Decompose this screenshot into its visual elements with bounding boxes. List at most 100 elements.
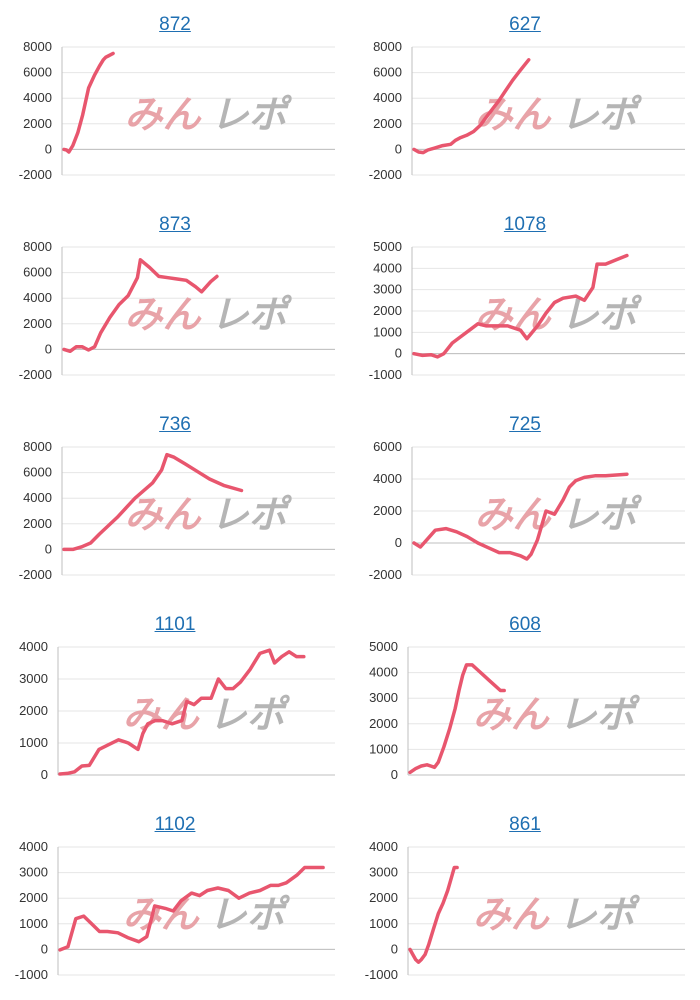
- chart-svg-6: 6000 4000 2000 0 -2000 みん レポ: [369, 439, 685, 582]
- y-tick-label: 0: [45, 141, 52, 156]
- y-tick-label: 2000: [19, 703, 48, 718]
- y-tick-label: 1000: [19, 916, 48, 931]
- y-tick-label: 2000: [373, 303, 402, 318]
- y-tick-label: 4000: [23, 490, 52, 505]
- chart-svg-3: 8000 6000 4000 2000 0 -2000 みん レポ: [19, 239, 335, 382]
- y-tick-label: -1000: [365, 967, 398, 982]
- chart-title-link[interactable]: 1102: [154, 814, 196, 835]
- chart-title-link[interactable]: 1101: [154, 614, 196, 635]
- svg-text:レポ: レポ: [211, 493, 293, 537]
- series-line: [408, 865, 459, 964]
- series-line: [62, 51, 115, 154]
- chart-panel-6: 6000 4000 2000 0 -2000 みん レポ 725: [350, 400, 700, 600]
- y-tick-label: 2000: [23, 316, 52, 331]
- chart-title-link[interactable]: 736: [159, 414, 191, 435]
- y-tick-label: 4000: [369, 665, 398, 680]
- y-tick-label: 4000: [19, 839, 48, 854]
- y-tick-label: 2000: [23, 116, 52, 131]
- watermark-logo: みん レポ: [473, 693, 641, 737]
- y-tick-label: 6000: [23, 465, 52, 480]
- chart-panel-7: 4000 3000 2000 1000 0 みん レポ 1101: [0, 600, 350, 800]
- watermark-logo: みん レポ: [123, 893, 291, 937]
- y-tick-label: 0: [45, 341, 52, 356]
- y-tick-label: 4000: [369, 839, 398, 854]
- chart-panel-10: 4000 3000 2000 1000 0 -1000 みん レポ 861: [350, 800, 700, 1000]
- y-tick-label: 0: [391, 941, 398, 956]
- y-tick-label: 2000: [23, 516, 52, 531]
- chart-title-link[interactable]: 725: [509, 414, 541, 435]
- chart-svg-2: 8000 6000 4000 2000 0 -2000 みん レポ: [369, 39, 685, 182]
- y-tick-label: 2000: [373, 116, 402, 131]
- y-tick-label: -2000: [369, 167, 402, 182]
- y-tick-label: -1000: [15, 967, 48, 982]
- watermark-logo: みん レポ: [475, 293, 643, 337]
- svg-text:みん: みん: [475, 293, 552, 337]
- chart-svg-5: 8000 6000 4000 2000 0 -2000 みん レポ: [19, 439, 335, 582]
- svg-text:みん: みん: [125, 93, 202, 137]
- chart-svg-8: 5000 4000 3000 2000 1000 0 みん レポ: [369, 639, 685, 782]
- chart-title-link[interactable]: 1078: [503, 214, 547, 235]
- watermark-logo: みん レポ: [475, 493, 643, 537]
- chart-panel-5: 8000 6000 4000 2000 0 -2000 みん レポ 736: [0, 400, 350, 600]
- watermark-logo: みん レポ: [473, 893, 641, 937]
- y-tick-label: 2000: [369, 890, 398, 905]
- chart-title-link[interactable]: 861: [509, 814, 541, 835]
- y-tick-label: 8000: [23, 39, 52, 54]
- chart-svg-4: 5000 4000 3000 2000 1000 0 -1000 みん レポ: [369, 239, 685, 382]
- y-tick-label: 0: [41, 767, 48, 782]
- chart-title-link[interactable]: 873: [159, 214, 191, 235]
- svg-text:レポ: レポ: [561, 93, 643, 137]
- svg-text:レポ: レポ: [561, 493, 643, 537]
- svg-text:レポ: レポ: [559, 693, 641, 737]
- y-tick-label: 3000: [369, 690, 398, 705]
- y-tick-label: -2000: [369, 567, 402, 582]
- series-line: [412, 472, 629, 561]
- series-line: [408, 663, 506, 775]
- chart-title-link[interactable]: 608: [509, 614, 541, 635]
- y-tick-label: 4000: [19, 639, 48, 654]
- y-tick-label: 8000: [23, 439, 52, 454]
- y-tick-label: 6000: [23, 265, 52, 280]
- y-tick-label: 4000: [23, 290, 52, 305]
- svg-text:レポ: レポ: [209, 893, 291, 937]
- y-tick-label: 0: [395, 535, 402, 550]
- chart-title-link[interactable]: 627: [509, 14, 541, 35]
- y-tick-label: 1000: [373, 324, 402, 339]
- chart-panel-4: 5000 4000 3000 2000 1000 0 -1000 みん レポ 1078: [350, 200, 700, 400]
- series-line: [62, 452, 244, 552]
- series-line: [62, 258, 219, 354]
- svg-text:みん: みん: [125, 293, 202, 337]
- y-tick-label: 4000: [373, 471, 402, 486]
- y-tick-label: 4000: [373, 90, 402, 105]
- y-tick-label: 5000: [369, 639, 398, 654]
- svg-text:みん: みん: [123, 893, 200, 937]
- chart-panel-3: 8000 6000 4000 2000 0 -2000 みん レポ 873: [0, 200, 350, 400]
- svg-text:みん: みん: [473, 693, 550, 737]
- y-tick-label: 2000: [19, 890, 48, 905]
- chart-panel-1: 8000 6000 4000 2000 0 -2000 みん レポ 872: [0, 0, 350, 200]
- y-tick-label: -2000: [19, 167, 52, 182]
- svg-text:レポ: レポ: [561, 293, 643, 337]
- svg-text:みん: みん: [473, 893, 550, 937]
- y-tick-label: 6000: [373, 65, 402, 80]
- y-tick-label: 1000: [369, 741, 398, 756]
- y-tick-label: 3000: [373, 282, 402, 297]
- y-tick-label: -2000: [19, 567, 52, 582]
- y-tick-label: 2000: [369, 716, 398, 731]
- series-line: [58, 648, 306, 776]
- chart-panel-2: 8000 6000 4000 2000 0 -2000 みん レポ 627: [350, 0, 700, 200]
- y-tick-label: 6000: [373, 439, 402, 454]
- chart-svg-10: 4000 3000 2000 1000 0 -1000 みん レポ: [365, 839, 685, 982]
- y-tick-label: 0: [41, 941, 48, 956]
- y-tick-label: 5000: [373, 239, 402, 254]
- y-tick-label: -2000: [19, 367, 52, 382]
- y-tick-label: 8000: [373, 39, 402, 54]
- y-tick-label: 0: [45, 541, 52, 556]
- chart-panel-8: 5000 4000 3000 2000 1000 0 みん レポ 608: [350, 600, 700, 800]
- y-tick-label: 3000: [19, 671, 48, 686]
- watermark-logo: みん レポ: [125, 493, 293, 537]
- svg-text:みん: みん: [123, 693, 200, 737]
- chart-title-link[interactable]: 872: [159, 14, 191, 35]
- chart-svg-1: 8000 6000 4000 2000 0 -2000 みん レポ: [19, 39, 335, 182]
- y-tick-label: 0: [395, 141, 402, 156]
